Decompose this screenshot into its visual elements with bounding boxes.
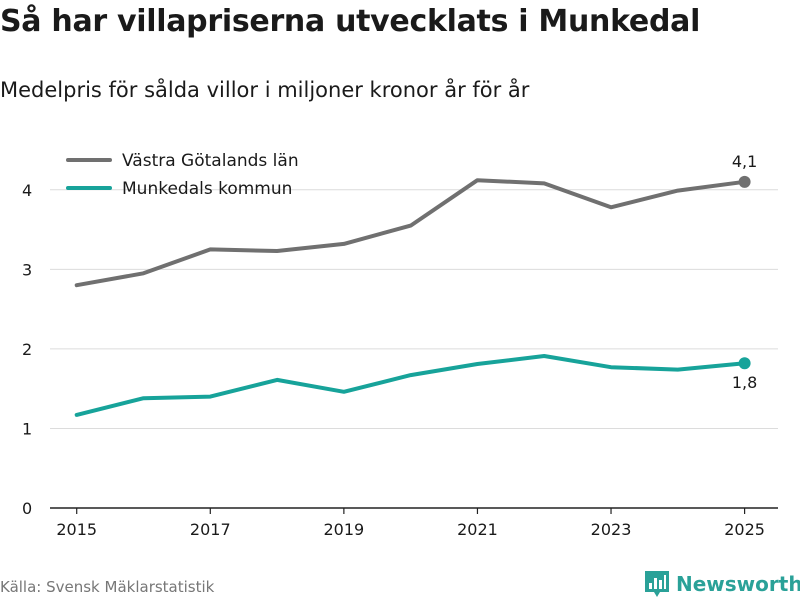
source-note: Källa: Svensk Mäklarstatistik: [0, 578, 215, 596]
y-tick-label: 4: [22, 181, 32, 200]
legend-label-2: Munkedals kommun: [122, 179, 292, 199]
series-end-marker-1: [738, 175, 751, 188]
bar-chart-icon: [645, 571, 669, 597]
brand-name: Newsworthy: [676, 572, 800, 596]
x-tick-label: 2025: [724, 520, 765, 539]
chart-title: Så har villapriserna utvecklats i Munked…: [0, 4, 701, 39]
legend-label-1: Västra Götalands län: [122, 151, 299, 171]
series-end-label-1: 4,1: [732, 152, 757, 171]
x-tick-label: 2019: [324, 520, 365, 539]
x-tick-label: 2017: [190, 520, 231, 539]
series-end-label-2: 1,8: [732, 373, 757, 392]
y-tick-label: 2: [22, 340, 32, 359]
x-tick-label: 2021: [457, 520, 498, 539]
x-tick-label: 2015: [56, 520, 97, 539]
series-line-2: [74, 354, 747, 417]
y-tick-label: 1: [22, 419, 32, 438]
brand-logo: Newsworthy: [644, 568, 800, 600]
x-tick-label: 2023: [591, 520, 632, 539]
series-end-marker-2: [738, 357, 751, 370]
series-line-1: [74, 178, 747, 288]
line-chart: 0 1 2 3 4 2015 2017 2019 2021 2023 2025 4,1 1,8 Västr…: [22, 151, 778, 539]
chart-subtitle: Medelpris för sålda villor i miljoner kr…: [0, 78, 530, 102]
y-tick-label: 0: [22, 499, 32, 518]
y-tick-label: 3: [22, 260, 32, 279]
